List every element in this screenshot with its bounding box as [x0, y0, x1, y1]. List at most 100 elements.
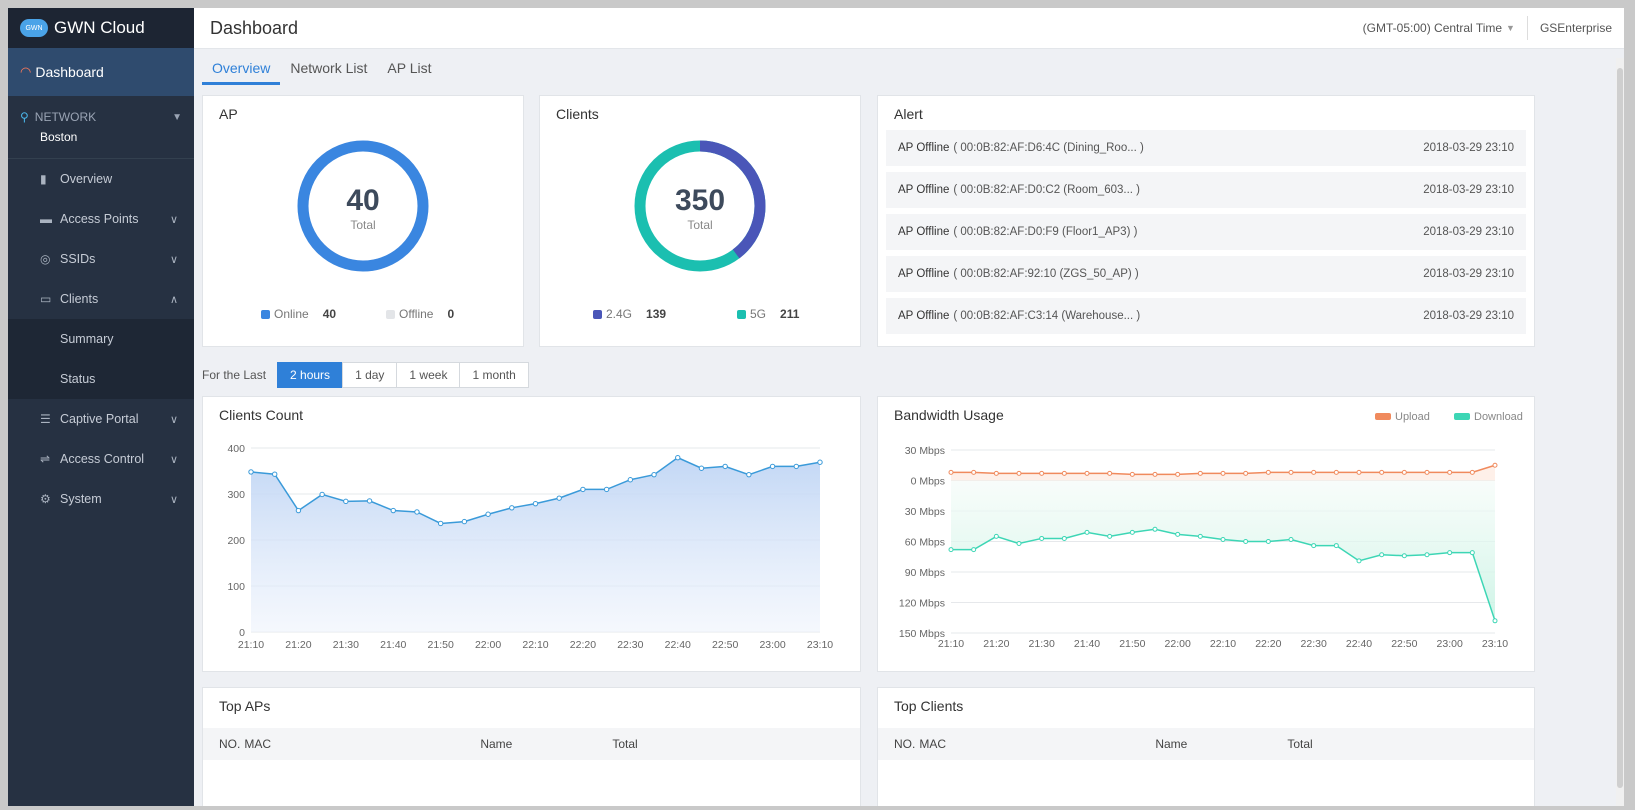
alert-row[interactable]: AP Offline ( 00:0B:82:AF:D6:4C (Dining_R…	[886, 130, 1526, 166]
sidebar-item-captive-portal[interactable]: ☰ Captive Portal ∨	[8, 399, 194, 439]
sidebar-item-system[interactable]: ⚙ System ∨	[8, 479, 194, 519]
tab-overview[interactable]: Overview	[202, 56, 281, 85]
y-tick-label: 200	[227, 535, 245, 547]
alert-row[interactable]: AP Offline ( 00:0B:82:AF:92:10 (ZGS_50_A…	[886, 256, 1526, 292]
sidebar-item-label: System	[60, 492, 102, 506]
page-scrollbar[interactable]	[1616, 58, 1624, 806]
legend-value: 0	[447, 307, 455, 321]
data-point	[485, 511, 491, 517]
upload-point	[1333, 469, 1339, 475]
download-point	[948, 547, 954, 553]
download-point	[1243, 539, 1249, 544]
alert-row[interactable]: AP Offline ( 00:0B:82:AF:D0:C2 (Room_603…	[886, 172, 1526, 208]
sidebar-item-overview[interactable]: ▮ Overview	[8, 159, 194, 199]
download-point	[1333, 543, 1339, 549]
chevron-down-icon: ∨	[169, 253, 178, 266]
col-no: NO.	[219, 737, 241, 751]
download-point	[1084, 529, 1090, 535]
alert-detail: ( 00:0B:82:AF:C3:14 (Warehouse... )	[953, 310, 1141, 322]
timezone-value: (GMT-05:00) Central Time	[1362, 21, 1503, 35]
upload-point	[1220, 470, 1226, 476]
network-label: NETWORK	[34, 110, 97, 124]
download-point	[1401, 553, 1407, 559]
time-range-selector: For the Last 2 hours 1 day 1 week 1 mont…	[202, 362, 529, 388]
alert-type: AP Offline	[898, 310, 950, 322]
alert-type: AP Offline	[898, 268, 950, 280]
tab-network-list[interactable]: Network List	[290, 60, 368, 76]
y-tick-label: 300	[227, 489, 245, 501]
chevron-up-icon: ∧	[169, 293, 178, 306]
table-header: NO. MAC Name Total	[878, 728, 1534, 760]
data-point	[627, 477, 634, 483]
data-point	[556, 495, 562, 501]
data-point	[817, 459, 823, 465]
bandwidth-chart: 30 Mbps 0 Mbps 30 Mbps 60 Mbps 90 Mbps 120 Mb…	[899, 411, 1523, 650]
timezone-selector[interactable]: (GMT-05:00) Central Time ▼	[1363, 16, 1528, 40]
sidebar-item-dashboard[interactable]: ◠ Dashboard	[8, 48, 194, 96]
clients-total: 350	[674, 184, 726, 217]
range-1-week-button[interactable]: 1 week	[396, 362, 461, 388]
data-point	[248, 469, 254, 475]
cloud-logo-icon: GWN	[20, 19, 48, 37]
clients-area	[251, 457, 820, 632]
sidebar: GWN GWN Cloud ◠ Dashboard ⚲ NETWORK ▼ Bo…	[8, 8, 194, 806]
sidebar-item-label: Dashboard	[35, 64, 104, 80]
clients-donut-chart	[634, 140, 766, 272]
top-header: Dashboard (GMT-05:00) Central Time ▼ GSE…	[194, 8, 1624, 49]
sidebar-item-summary[interactable]: Summary	[8, 319, 194, 359]
upload-point	[1469, 469, 1475, 475]
col-name: Name	[1155, 737, 1188, 751]
download-point	[1492, 618, 1498, 624]
legend-swatch	[261, 309, 270, 319]
tab-bar: Overview Network List AP List	[202, 56, 442, 85]
range-2-hours-button[interactable]: 2 hours	[277, 362, 344, 388]
y-tick-label: 150 Mbps	[899, 628, 945, 640]
page-title: Dashboard	[210, 17, 299, 38]
x-tick-label: 22:00	[1165, 638, 1191, 650]
sidebar-item-access-control[interactable]: ⇌ Access Control ∨	[8, 439, 194, 479]
y-tick-label: 100	[227, 581, 245, 593]
x-tick-label: 22:10	[1210, 638, 1236, 650]
data-point	[651, 471, 657, 478]
y-tick-label: 0	[239, 627, 245, 639]
network-selector[interactable]: ⚲ NETWORK ▼	[8, 96, 194, 124]
x-tick-label: 21:10	[238, 639, 264, 651]
upload-point	[1424, 469, 1430, 475]
tab-ap-list[interactable]: AP List	[387, 60, 432, 76]
range-1-day-button[interactable]: 1 day	[342, 362, 398, 388]
sidebar-item-clients[interactable]: ▭ Clients ∧	[8, 279, 194, 319]
range-1-month-button[interactable]: 1 month	[459, 362, 529, 388]
alert-detail: ( 00:0B:82:AF:D0:C2 (Room_603... )	[953, 184, 1140, 196]
download-point	[1288, 536, 1294, 542]
upload-point	[1175, 471, 1181, 477]
alert-row[interactable]: AP Offline ( 00:0B:82:AF:C3:14 (Warehous…	[886, 298, 1526, 334]
range-label: For the Last	[202, 368, 267, 382]
x-tick-label: 21:40	[1074, 638, 1100, 650]
clients-count-card: Clients Count 0 100 200 300 400 21:10 21:20 21:…	[202, 396, 861, 672]
scrollbar-thumb[interactable]	[1617, 68, 1623, 788]
card-title: AP	[219, 106, 238, 122]
account-name[interactable]: GSEnterprise	[1539, 21, 1612, 35]
sidebar-item-access-points[interactable]: ▬ Access Points ∨	[8, 199, 194, 239]
data-point	[580, 486, 586, 493]
legend-swatch	[1454, 413, 1470, 420]
sidebar-item-ssids[interactable]: ◎ SSIDs ∨	[8, 239, 194, 279]
download-point	[1152, 526, 1158, 532]
x-tick-label: 23:00	[1437, 638, 1463, 650]
clients-count-chart: 0 100 200 300 400 21:10 21:20 21:30 21:40 21:50 22…	[227, 443, 833, 651]
card-title: Top Clients	[894, 698, 964, 714]
access-point-icon: ▬	[40, 212, 52, 226]
alert-row[interactable]: AP Offline ( 00:0B:82:AF:D0:F9 (Floor1_A…	[886, 214, 1526, 250]
legend-swatch	[386, 309, 395, 319]
data-point	[509, 505, 515, 511]
gauge-icon: ◠	[20, 64, 32, 79]
ap-donut-chart	[297, 140, 429, 272]
sidebar-item-status[interactable]: Status	[8, 359, 194, 399]
alert-time: 2018-03-29 23:10	[1423, 268, 1514, 280]
sidebar-item-label: Access Control	[60, 452, 145, 466]
download-point	[1039, 535, 1045, 541]
brand[interactable]: GWN GWN Cloud	[8, 8, 194, 48]
upload-point	[1447, 469, 1453, 475]
y-tick-label: 60 Mbps	[905, 537, 945, 549]
upload-point	[1401, 469, 1407, 475]
